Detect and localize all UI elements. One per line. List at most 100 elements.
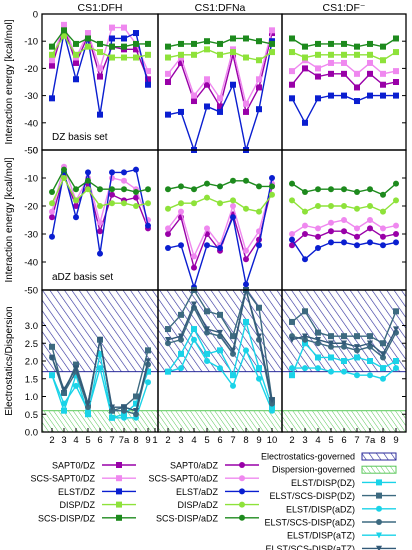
data-point: [165, 43, 171, 50]
data-point: [133, 40, 139, 47]
disp-governed-line: [42, 410, 406, 412]
data-point: [121, 407, 127, 414]
legend-label: ELST/DISP(aDZ): [286, 504, 355, 514]
legend-label: Electrostatics-governed: [261, 452, 355, 462]
data-point: [256, 38, 262, 45]
data-point: [393, 92, 399, 99]
data-point: [354, 347, 360, 354]
data-point: [393, 231, 399, 237]
x-tick-label: 4: [315, 435, 320, 446]
column-title: CS1:DFH: [78, 2, 123, 14]
legend-entry: DISP/aDZ: [177, 500, 259, 510]
data-point: [367, 59, 373, 66]
data-point: [178, 200, 184, 207]
data-point: [243, 100, 249, 107]
legend-entry: Dispersion-governed: [272, 465, 397, 475]
data-point: [109, 54, 115, 61]
data-point: [328, 228, 334, 235]
data-point: [354, 333, 360, 340]
data-point: [328, 239, 334, 246]
data-point: [302, 231, 308, 237]
data-point: [367, 333, 373, 340]
data-point: [354, 242, 360, 249]
data-point: [380, 57, 386, 64]
data-point: [302, 119, 308, 126]
data-point: [328, 186, 334, 193]
legend-label: ELST/DISP(DZ): [291, 478, 355, 488]
data-point: [217, 108, 223, 115]
legend-label: DISP/aDZ: [177, 500, 218, 510]
y-axis-label: Interaction energy [kcal/mol]: [4, 19, 15, 144]
data-point: [49, 189, 55, 195]
data-point: [61, 21, 67, 28]
legend-label: SAPT0/DZ: [52, 461, 96, 471]
data-point: [367, 225, 373, 232]
data-point: [393, 222, 399, 229]
data-point: [97, 337, 103, 343]
data-point: [73, 203, 79, 209]
data-point: [217, 347, 223, 354]
data-point: [315, 73, 321, 80]
data-point: [230, 203, 236, 209]
legend-marker: [239, 488, 245, 495]
data-point: [367, 186, 373, 193]
data-point: [341, 186, 347, 193]
x-tick-label: 6: [341, 435, 346, 446]
data-point: [243, 347, 249, 354]
data-point: [165, 340, 171, 347]
data-point: [178, 183, 184, 190]
data-point: [97, 219, 103, 226]
plot-area: CS1:DFH CS1:DFNa CS1:DF⁻ 0 -10 -20 -30 -40 -50 In…: [4, 2, 407, 446]
y-tick-label: -50: [24, 146, 38, 157]
data-point: [380, 375, 386, 382]
data-point: [109, 186, 115, 193]
data-point: [191, 92, 197, 99]
data-point: [328, 51, 334, 58]
legend-label: SCS-SAPT0/aDZ: [148, 474, 218, 484]
data-point: [289, 81, 295, 88]
data-point: [380, 43, 386, 50]
data-point: [256, 242, 262, 249]
data-point: [97, 365, 103, 372]
x-tick-label: 4: [191, 435, 196, 446]
data-point: [367, 239, 373, 246]
panel-2-series: [49, 287, 399, 421]
x-tick-label: 8: [380, 435, 385, 446]
data-point: [393, 79, 399, 85]
data-point: [217, 95, 223, 102]
data-point: [49, 62, 55, 69]
data-point: [328, 219, 334, 226]
data-point: [178, 311, 184, 318]
data-point: [191, 253, 197, 260]
data-point: [133, 166, 139, 173]
x-tick-label: 2: [289, 435, 294, 446]
data-point: [315, 233, 321, 240]
data-point: [289, 35, 295, 42]
data-point: [315, 40, 321, 47]
x-tick-label: 10: [267, 435, 278, 446]
legend-label: SAPT0/aDZ: [170, 461, 219, 471]
data-point: [315, 203, 321, 209]
data-point: [354, 51, 360, 58]
x-tick-label: 7: [354, 435, 359, 446]
data-point: [380, 225, 386, 232]
y-tick-label: 0: [33, 146, 38, 157]
data-point: [243, 247, 249, 254]
data-point: [380, 365, 386, 372]
legend-swatch: [361, 452, 397, 461]
data-point: [269, 404, 275, 411]
x-tick-label: 1: [152, 435, 157, 446]
panel-frame: [41, 13, 159, 151]
data-point: [269, 27, 275, 34]
data-point: [109, 191, 115, 198]
elst-governed-line: [42, 371, 406, 373]
data-point: [191, 51, 197, 58]
legend-label: ELST/SCS-DISP(aTZ): [265, 544, 355, 550]
data-point: [315, 95, 321, 102]
data-point: [302, 43, 308, 50]
y-tick-label: -40: [24, 118, 38, 129]
data-point: [204, 76, 210, 83]
data-point: [133, 400, 139, 407]
data-point: [178, 208, 184, 215]
data-point: [85, 186, 91, 193]
